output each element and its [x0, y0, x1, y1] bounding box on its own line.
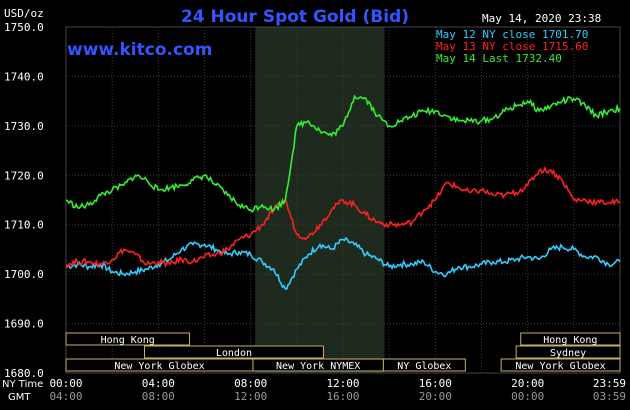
y-tick-label: 1720.0 [4, 169, 44, 182]
y-tick-label: 1700.0 [4, 268, 44, 281]
x-tick-label-ny: 04:00 [142, 377, 175, 390]
x-tick-label-gmt: 12:00 [234, 390, 267, 403]
y-axis-ticks: 1680.0 1690.0 1700.0 1710.0 1720.0 1730.0 1740… [4, 21, 44, 380]
x-tick-label-ny: 20:00 [511, 377, 544, 390]
session-box [65, 332, 190, 346]
y-tick-label: 1690.0 [4, 318, 44, 331]
y-tick-label: 1680.0 [4, 367, 44, 380]
chart-timestamp: May 14, 2020 23:38 [482, 12, 601, 25]
y-tick-label: 1740.0 [4, 70, 44, 83]
x-tick-label-gmt: 00:00 [511, 390, 544, 403]
y-tick-label: 1730.0 [4, 120, 44, 133]
kitco-watermark: www.kitco.com [67, 40, 212, 60]
market-sessions: Hong Kong Hong Kong London Sydney New York G… [65, 332, 621, 372]
x-tick-label-gmt: 08:00 [142, 390, 175, 403]
x-tick-label-ny: 23:59 [593, 377, 626, 390]
session-label: New York NYMEX [276, 361, 360, 372]
session-box [520, 332, 621, 346]
x-tick-label-ny: 12:00 [326, 377, 359, 390]
session-box [382, 358, 466, 372]
x-tick-label-gmt: 04:00 [49, 390, 82, 403]
y-axis-label: USD/oz [4, 7, 44, 20]
series-line-2 [65, 94, 621, 214]
session-box [515, 345, 621, 359]
session-box [143, 345, 324, 359]
x-tick-label-gmt: 03:59 [593, 390, 626, 403]
grid-overlay [65, 26, 621, 374]
session-label: Hong Kong [543, 335, 597, 346]
x-tick-label-gmt: 16:00 [326, 390, 359, 403]
legend-item-may13: May 13 NY close 1715.60 [436, 40, 588, 53]
session-label: NY Globex [397, 361, 451, 372]
session-label: London [216, 348, 252, 359]
y-tick-label: 1710.0 [4, 219, 44, 232]
y-tick-label: 1750.0 [4, 21, 44, 34]
x-tick-label-gmt: 20:00 [419, 390, 452, 403]
series-line-1 [65, 165, 620, 269]
session-label: Sydney [550, 348, 586, 359]
gmt-label: GMT [8, 392, 31, 403]
series-layer [65, 94, 621, 290]
x-tick-label-ny: 16:00 [419, 377, 452, 390]
x-axis-ticks: 00:0004:0004:0008:0008:0012:0012:0016:00… [49, 377, 626, 403]
ny-time-label: NY Time [2, 379, 43, 390]
legend: May 12 NY close 1701.70 May 13 NY close … [436, 28, 588, 65]
session-label: New York Globex [515, 361, 605, 372]
session-label: Hong Kong [101, 335, 155, 346]
x-tick-label-ny: 08:00 [234, 377, 267, 390]
session-box [500, 358, 621, 372]
x-tick-label-ny: 00:00 [49, 377, 82, 390]
session-label: New York Globex [114, 361, 204, 372]
legend-item-may14: May 14 Last 1732.40 [436, 52, 562, 65]
nymex-session-highlight [255, 27, 385, 373]
legend-item-may12: May 12 NY close 1701.70 [436, 28, 588, 41]
series-line-0 [65, 236, 621, 290]
chart-title: 24 Hour Spot Gold (Bid) [181, 7, 409, 27]
